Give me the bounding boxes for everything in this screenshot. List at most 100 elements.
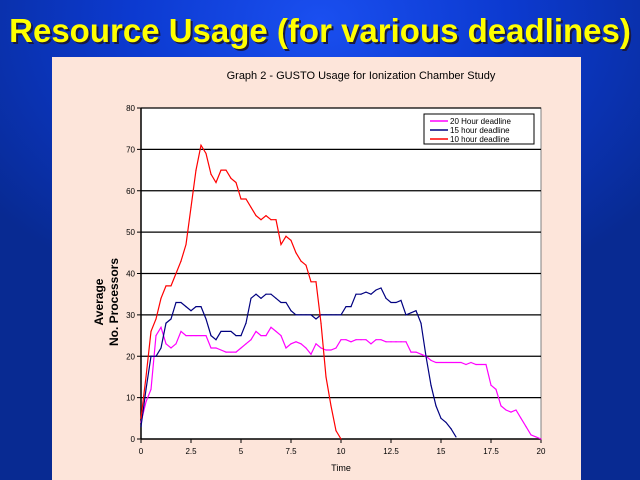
- data-point: [355, 293, 357, 295]
- data-point: [335, 314, 337, 316]
- y-axis-title-line1: Average: [92, 278, 106, 325]
- data-point: [165, 322, 167, 324]
- data-point: [265, 293, 267, 295]
- data-point: [245, 343, 247, 345]
- data-point: [490, 384, 492, 386]
- y-tick-label: 20: [126, 352, 135, 361]
- data-point: [160, 347, 162, 349]
- data-point: [390, 341, 392, 343]
- data-point: [375, 289, 377, 291]
- data-point: [330, 314, 332, 316]
- data-point: [350, 341, 352, 343]
- data-point: [510, 411, 512, 413]
- x-tick-label: 12.5: [383, 447, 399, 456]
- data-point: [180, 330, 182, 333]
- series-line-1: [140, 287, 457, 438]
- data-point: [270, 219, 272, 221]
- data-point: [220, 330, 222, 333]
- data-point: [325, 314, 327, 316]
- data-point: [155, 318, 157, 320]
- data-point: [320, 322, 322, 324]
- data-point: [265, 214, 267, 217]
- data-point: [210, 173, 212, 175]
- data-point: [225, 169, 227, 171]
- data-point: [405, 341, 407, 343]
- data-point: [385, 297, 387, 299]
- data-point: [280, 243, 282, 246]
- x-tick-label: 10: [337, 447, 346, 456]
- data-point: [145, 376, 147, 378]
- y-tick-label: 0: [131, 435, 136, 444]
- data-point: [520, 417, 522, 419]
- data-point: [300, 314, 302, 316]
- data-point: [255, 330, 257, 333]
- data-point: [140, 425, 142, 428]
- data-point: [395, 301, 397, 304]
- data-point: [175, 343, 177, 345]
- data-point: [450, 428, 452, 430]
- data-point: [245, 198, 247, 200]
- data-point: [150, 330, 152, 333]
- data-point: [390, 301, 392, 304]
- data-point: [190, 334, 192, 337]
- data-point: [285, 301, 287, 304]
- line-chart: Graph 2 - GUSTO Usage for Ionization Cha…: [92, 70, 546, 473]
- data-point: [370, 343, 372, 345]
- data-point: [140, 417, 142, 419]
- data-point: [320, 347, 322, 349]
- data-point: [155, 334, 157, 337]
- data-point: [295, 341, 297, 343]
- data-point: [470, 361, 472, 364]
- data-point: [420, 353, 422, 355]
- data-point: [310, 314, 312, 316]
- data-point: [250, 206, 252, 208]
- data-point: [180, 260, 182, 262]
- data-point: [175, 272, 177, 275]
- x-axis-title: Time: [331, 463, 351, 473]
- data-point: [185, 243, 187, 246]
- data-point: [275, 219, 277, 221]
- y-tick-label: 10: [126, 394, 135, 403]
- data-point: [285, 347, 287, 349]
- data-point: [445, 421, 447, 424]
- y-axis-title-line2: No. Processors: [107, 258, 121, 346]
- data-point: [235, 351, 237, 353]
- slide-title: Resource Usage (for various deadlines): [9, 12, 631, 49]
- data-point: [525, 425, 527, 428]
- data-point: [190, 206, 192, 208]
- data-point: [200, 144, 202, 146]
- data-point: [365, 339, 367, 341]
- data-point: [175, 301, 177, 304]
- data-point: [295, 314, 297, 316]
- data-point: [250, 339, 252, 341]
- data-point: [240, 198, 242, 200]
- data-point: [310, 281, 312, 283]
- data-point: [305, 314, 307, 316]
- data-point: [410, 312, 412, 314]
- data-point: [340, 314, 342, 316]
- data-point: [250, 297, 252, 299]
- data-point: [160, 326, 162, 328]
- data-point: [375, 339, 377, 341]
- data-point: [425, 355, 427, 357]
- data-point: [225, 330, 227, 333]
- data-point: [290, 239, 292, 241]
- x-tick-label: 2.5: [185, 447, 197, 456]
- data-point: [210, 334, 212, 337]
- data-point: [480, 363, 482, 366]
- data-point: [310, 353, 312, 355]
- data-point: [460, 361, 462, 364]
- data-point: [255, 214, 257, 217]
- x-tick-label: 5: [239, 447, 244, 456]
- data-point: [245, 322, 247, 324]
- data-point: [215, 181, 217, 184]
- data-point: [455, 436, 457, 438]
- data-point: [205, 334, 207, 337]
- data-point: [315, 318, 317, 320]
- data-point: [535, 436, 537, 438]
- data-point: [235, 181, 237, 184]
- data-point: [230, 351, 232, 353]
- y-tick-label: 80: [126, 104, 135, 113]
- data-point: [360, 293, 362, 295]
- data-point: [400, 341, 402, 343]
